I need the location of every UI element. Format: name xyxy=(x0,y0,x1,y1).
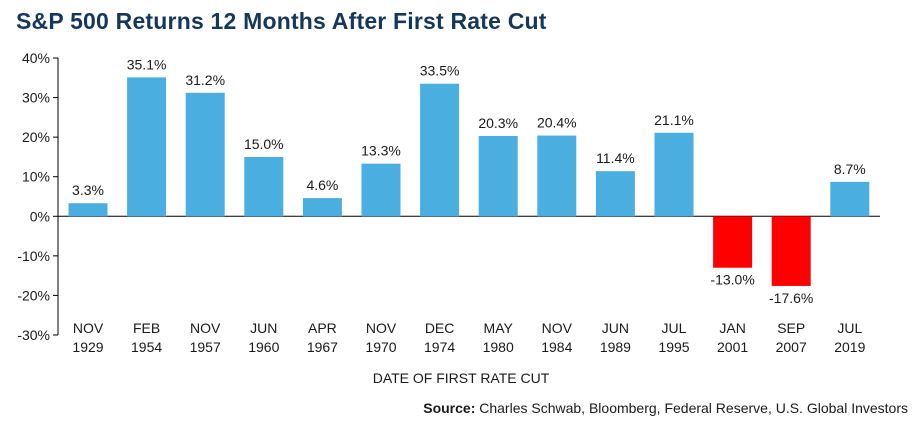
x-tick-label-month: NOV xyxy=(542,320,573,336)
x-tick-label-year: 1974 xyxy=(424,339,455,355)
x-tick-label-month: JUL xyxy=(662,320,687,336)
bar xyxy=(244,156,284,217)
bar xyxy=(302,198,342,217)
x-tick-label-month: JUN xyxy=(602,320,629,336)
data-label: 21.1% xyxy=(654,112,694,128)
y-tick-label: -20% xyxy=(17,287,50,303)
x-tick-label-month: DEC xyxy=(425,320,455,336)
x-axis-title: DATE OF FIRST RATE CUT xyxy=(373,370,550,386)
data-label: -13.0% xyxy=(710,272,754,288)
data-label: 15.0% xyxy=(244,136,284,152)
data-label: 11.4% xyxy=(596,150,635,166)
x-tick-label-month: NOV xyxy=(366,320,397,336)
x-tick-label-month: MAY xyxy=(484,320,514,336)
x-tick-label-month: NOV xyxy=(73,320,104,336)
data-label: 33.5% xyxy=(420,63,460,79)
x-tick-label-year: 1995 xyxy=(658,339,689,355)
x-tick-label-month: NOV xyxy=(190,320,221,336)
x-tick-label-year: 1967 xyxy=(307,339,338,355)
bar xyxy=(537,135,577,217)
x-tick-label-year: 1960 xyxy=(248,339,279,355)
x-tick-label-year: 1989 xyxy=(600,339,631,355)
bar xyxy=(595,171,635,217)
x-tick-label-year: 1980 xyxy=(483,339,514,355)
y-tick-label: 0% xyxy=(30,208,50,224)
bars-layer xyxy=(68,77,870,286)
bar xyxy=(713,216,753,268)
data-label: 13.3% xyxy=(361,143,401,159)
data-label: 35.1% xyxy=(127,56,167,72)
bar xyxy=(68,203,108,217)
y-tick-label: 40% xyxy=(22,50,50,66)
x-tick-label-year: 1954 xyxy=(131,339,162,355)
bar xyxy=(654,132,694,217)
x-tick-label-year: 1984 xyxy=(541,339,572,355)
source-prefix: Source: xyxy=(423,400,476,416)
bar xyxy=(771,216,811,286)
data-label: 20.3% xyxy=(478,115,518,131)
bar xyxy=(185,92,225,217)
y-tick-label: 30% xyxy=(22,90,50,106)
bar xyxy=(830,181,870,217)
x-tick-label-month: JUN xyxy=(250,320,277,336)
data-label: 4.6% xyxy=(306,177,338,193)
data-label: 3.3% xyxy=(72,182,104,198)
x-tick-label-year: 1929 xyxy=(72,339,103,355)
x-tick-label-month: JUL xyxy=(837,320,862,336)
x-tick-label-year: 2007 xyxy=(776,339,807,355)
bar xyxy=(478,135,518,217)
y-tick-label: -30% xyxy=(17,327,50,343)
data-label: 8.7% xyxy=(834,161,866,177)
data-label: -17.6% xyxy=(769,290,813,306)
bar xyxy=(420,83,460,217)
chart-title: S&P 500 Returns 12 Months After First Ra… xyxy=(16,8,547,34)
data-label: 31.2% xyxy=(185,72,225,88)
labels-layer: 3.3% NOV 1929 35.1% FEB 1954 31.2% NOV 1957 15.0%… xyxy=(72,56,866,355)
x-tick-label-year: 2019 xyxy=(834,339,865,355)
data-label: 20.4% xyxy=(537,115,577,131)
x-tick-label-year: 1970 xyxy=(365,339,396,355)
y-tick-label: -10% xyxy=(17,248,50,264)
y-tick-label: 20% xyxy=(22,129,50,145)
y-tick-label: 10% xyxy=(22,169,50,185)
x-tick-label-month: JAN xyxy=(719,320,745,336)
x-tick-label-month: APR xyxy=(308,320,337,336)
x-tick-label-month: SEP xyxy=(777,320,805,336)
x-tick-label-year: 1957 xyxy=(190,339,221,355)
bar xyxy=(127,77,167,217)
x-tick-label-year: 2001 xyxy=(717,339,748,355)
source-note: Source: Charles Schwab, Bloomberg, Feder… xyxy=(423,400,908,416)
x-tick-label-month: FEB xyxy=(133,320,160,336)
source-text: Charles Schwab, Bloomberg, Federal Reser… xyxy=(475,400,908,416)
bar xyxy=(361,163,401,217)
